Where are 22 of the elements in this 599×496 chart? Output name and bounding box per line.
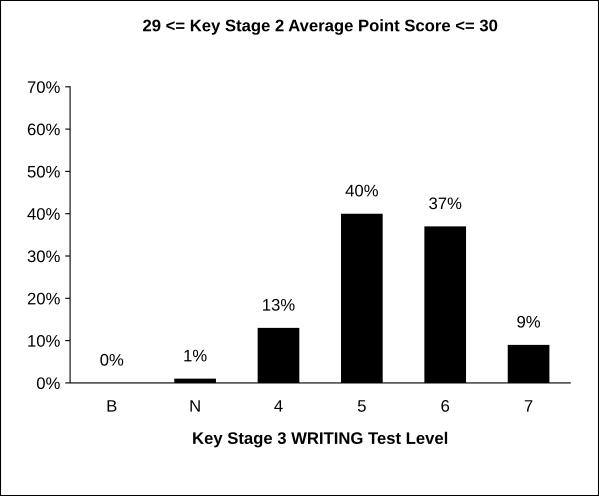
y-tick-label: 30% (28, 250, 60, 262)
x-tick-label: B (108, 400, 116, 412)
y-tick-label: 0% (36, 377, 60, 390)
y-tick-label: 50% (28, 166, 60, 178)
x-tick-label: 7 (524, 400, 532, 412)
data-label: 37% (429, 197, 462, 210)
y-tick-label: 20% (28, 292, 60, 305)
y-tick-label: 10% (28, 335, 60, 347)
data-label: 9% (517, 316, 540, 328)
x-tick-label: 6 (441, 400, 450, 412)
data-label: 13% (263, 298, 295, 311)
data-label: 1% (184, 350, 207, 362)
data-label: 40% (346, 184, 378, 197)
y-tick-label: 70% (28, 81, 60, 94)
data-label: 0% (100, 354, 124, 366)
x-axis-title: Key Stage 3 WRITING Test Level (193, 432, 448, 448)
x-tick-label: 4 (274, 400, 283, 412)
y-tick-label: 60% (28, 124, 60, 136)
x-tick-label: 5 (358, 400, 366, 412)
chart-title: 29 <= Key Stage 2 Average Point Score <= 30 (143, 19, 498, 35)
x-tick-label: N (190, 400, 200, 412)
y-tick-label: 40% (27, 208, 60, 220)
